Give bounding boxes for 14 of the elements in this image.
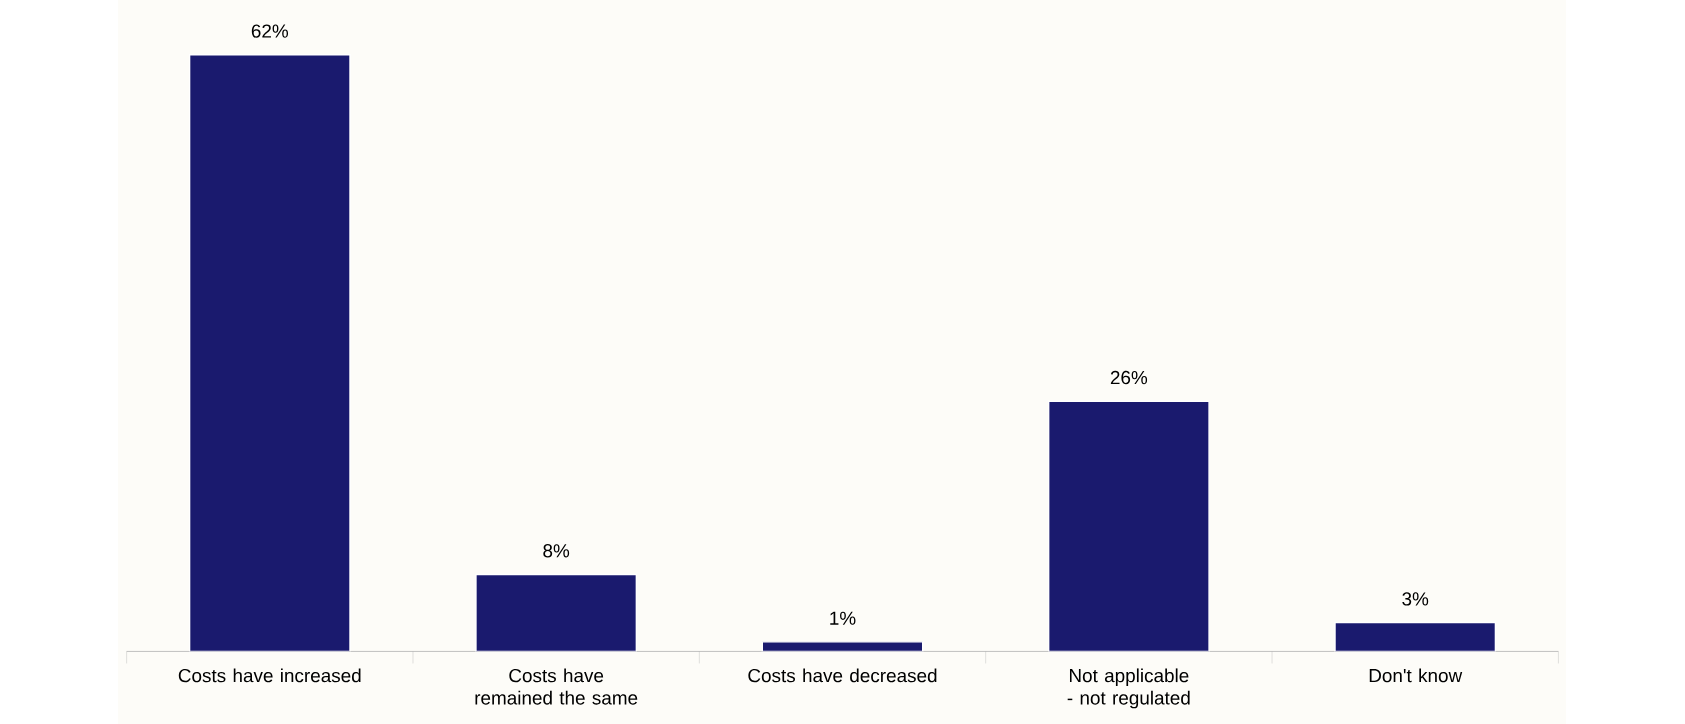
bar — [475, 573, 638, 652]
x-tick-label: Costs have remained the same — [475, 668, 638, 705]
x-tick-label: Costs have increased — [178, 668, 361, 683]
x-tick-label: Not applicable - not regulated — [1067, 668, 1190, 709]
data-label: 8% — [543, 543, 570, 558]
data-label: 62% — [251, 24, 289, 38]
data-label: 1% — [830, 611, 856, 625]
x-tick-label: Don't know — [1369, 668, 1463, 683]
bar — [188, 53, 351, 652]
data-label: 3% — [1402, 592, 1429, 606]
x-tick-label: Costs have decreased — [748, 668, 937, 683]
bar — [1334, 621, 1497, 652]
bar — [1047, 400, 1210, 652]
data-label: 26% — [1110, 370, 1148, 385]
